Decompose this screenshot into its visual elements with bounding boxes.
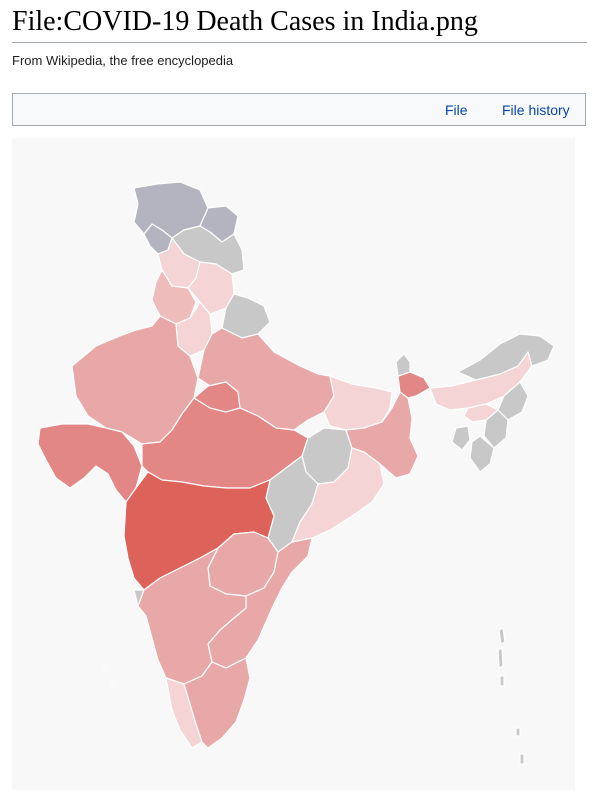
- region-lakshadweep-2: [111, 681, 115, 685]
- region-tamil-nadu: [183, 657, 251, 749]
- region-odisha: [291, 447, 385, 543]
- tab-file-history[interactable]: File history: [502, 102, 570, 118]
- region-sikkim-grey: [395, 353, 411, 377]
- page-title: File:COVID-19 Death Cases in India.png: [12, 4, 587, 43]
- region-nicobar-1: [515, 727, 521, 737]
- india-death-cases-map[interactable]: [12, 138, 575, 790]
- region-meghalaya: [463, 403, 499, 423]
- region-sikkim: [397, 371, 431, 399]
- region-andaman-2: [497, 647, 504, 669]
- map-svg: [37, 181, 555, 765]
- region-lakshadweep-1: [103, 665, 107, 669]
- region-arunachal: [457, 333, 555, 381]
- region-mp-north: [193, 381, 241, 413]
- region-karnataka: [137, 547, 247, 685]
- site-tagline: From Wikipedia, the free encyclopedia: [12, 53, 234, 68]
- region-andaman-1: [498, 627, 506, 645]
- region-mizoram: [469, 435, 495, 473]
- file-tabs-bar: File File history: [12, 93, 586, 126]
- tab-file[interactable]: File: [445, 102, 468, 118]
- region-nicobar-2: [519, 753, 525, 765]
- region-gujarat: [37, 423, 143, 503]
- region-tripura: [451, 425, 471, 451]
- region-andaman-3: [499, 675, 505, 687]
